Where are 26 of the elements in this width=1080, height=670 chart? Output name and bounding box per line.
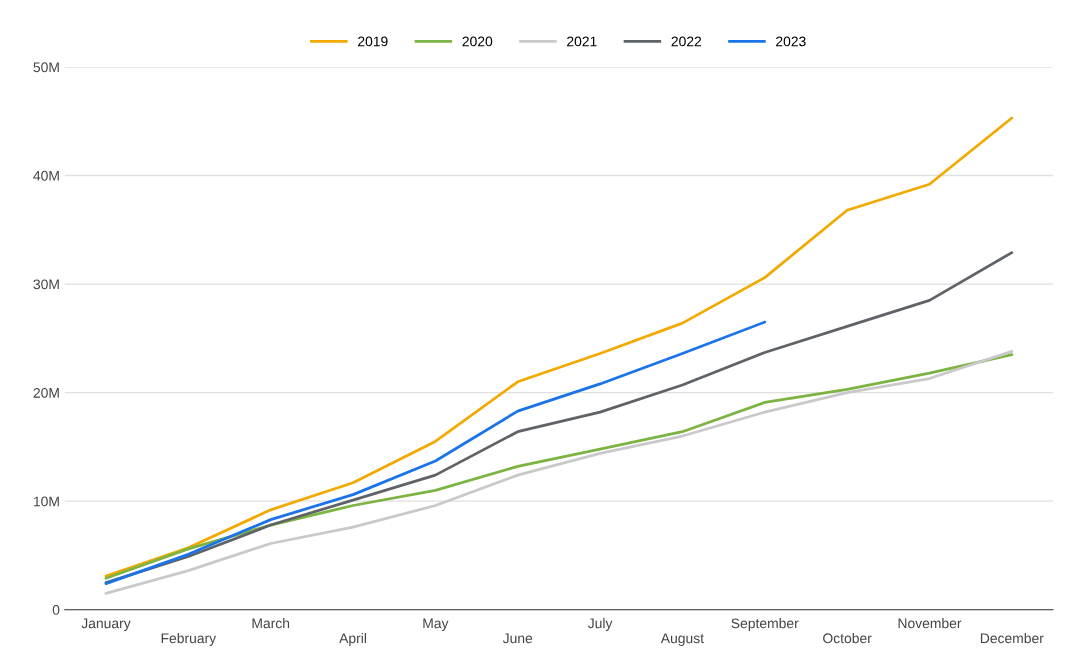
x-tick-label: July bbox=[587, 618, 613, 631]
x-tick-label: February bbox=[161, 632, 217, 646]
x-tick-label: March bbox=[252, 618, 290, 629]
legend-label: 2020 bbox=[462, 36, 493, 47]
line-series bbox=[104, 251, 1014, 584]
y-tick-label: 0 bbox=[52, 605, 60, 615]
x-tick-label: November bbox=[898, 618, 962, 629]
x-tick-label: August bbox=[660, 633, 704, 646]
legend-label: 2021 bbox=[567, 36, 597, 47]
line-series bbox=[104, 320, 767, 586]
legend-label: 2022 bbox=[671, 36, 702, 47]
x-tick-label: May bbox=[423, 618, 449, 631]
y-tick-label: 50M bbox=[33, 62, 59, 73]
y-tick-label: 30M bbox=[33, 279, 59, 290]
legend-label: 2023 bbox=[776, 36, 806, 47]
x-tick-label: June bbox=[502, 633, 533, 644]
x-tick-label: December bbox=[980, 632, 1044, 644]
y-tick-label: 40M bbox=[33, 170, 59, 181]
x-tick-label: April bbox=[339, 632, 366, 646]
line-series bbox=[104, 116, 1014, 578]
x-tick-label: October bbox=[823, 632, 872, 644]
x-tick-label: January bbox=[81, 618, 131, 631]
legend-label: 2019 bbox=[358, 36, 388, 47]
x-tick-label: September bbox=[731, 618, 799, 631]
y-tick-label: 10M bbox=[33, 496, 59, 507]
y-tick-label: 20M bbox=[33, 387, 59, 398]
